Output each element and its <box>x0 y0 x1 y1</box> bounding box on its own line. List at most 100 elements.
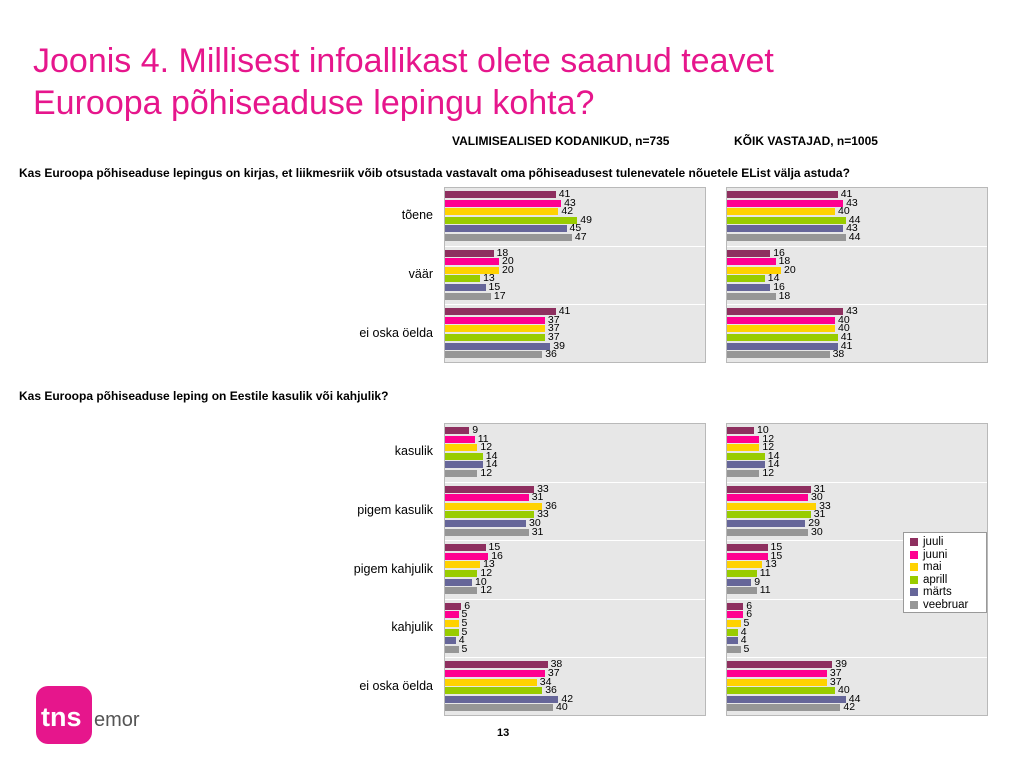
data-label: 12 <box>480 467 493 479</box>
data-label: 5 <box>461 617 468 629</box>
data-label: 41 <box>840 331 853 343</box>
bar-mai <box>445 502 543 510</box>
data-label: 44 <box>848 231 861 243</box>
legend-swatch <box>910 588 918 597</box>
data-label: 37 <box>829 667 842 679</box>
data-label: 49 <box>580 213 592 226</box>
bar-juuni <box>445 670 545 677</box>
data-label: 40 <box>838 322 850 335</box>
category-separator <box>445 245 705 247</box>
bar-aprill <box>727 687 835 695</box>
data-label: 5 <box>461 642 468 655</box>
category-separator <box>445 540 705 542</box>
data-label: 36 <box>545 684 557 697</box>
bar-märts <box>445 637 456 645</box>
data-label: 44 <box>848 692 861 705</box>
bar-märts <box>445 695 559 703</box>
bar-mai <box>445 678 537 686</box>
data-label: 42 <box>843 701 856 714</box>
data-label: 15 <box>770 541 783 554</box>
bar-juuli <box>727 308 844 316</box>
category-label: väär <box>408 266 433 281</box>
legend-item-mai: mai <box>910 561 986 574</box>
data-label: 31 <box>813 508 826 521</box>
data-label: 12 <box>762 441 775 454</box>
data-label: 39 <box>553 339 565 352</box>
bar-mai <box>727 561 763 569</box>
bar-juuli <box>445 249 494 257</box>
bar-aprill <box>445 687 543 695</box>
data-label: 42 <box>561 692 574 705</box>
bar-veebruar <box>445 292 491 300</box>
data-label: 16 <box>491 549 503 562</box>
bar-märts <box>727 225 844 233</box>
bar-mai <box>727 208 835 216</box>
category-label: pigem kahjulik <box>353 561 433 576</box>
data-label: 36 <box>545 499 557 512</box>
legend-item-veebruar: veebruar <box>910 599 986 612</box>
bar-aprill <box>727 570 757 577</box>
data-label: 40 <box>838 684 850 697</box>
data-label: 14 <box>767 272 780 285</box>
data-label: 37 <box>829 675 842 688</box>
bar-märts <box>727 342 838 350</box>
bar-veebruar <box>445 704 553 712</box>
bar-juuni <box>445 611 459 619</box>
bar-juuni <box>727 670 827 677</box>
bar-veebruar <box>445 645 459 653</box>
bar-mai <box>727 620 741 627</box>
data-label: 43 <box>846 222 858 235</box>
bar-juuli <box>727 191 838 198</box>
column-header-left: VALIMISEALISED KODANIKUD, n=735 <box>452 134 670 148</box>
data-label: 43 <box>846 196 858 209</box>
tns-emor-logo: tns emor <box>36 686 140 744</box>
category-separator <box>727 540 987 542</box>
bar-veebruar <box>445 470 478 477</box>
data-label: 43 <box>564 196 576 209</box>
data-label: 5 <box>461 608 468 621</box>
data-label: 14 <box>767 449 780 462</box>
data-label: 47 <box>574 231 587 243</box>
category-label: ei oska öelda <box>359 678 433 693</box>
data-label: 39 <box>835 658 847 671</box>
data-label: 4 <box>740 634 747 647</box>
data-label: 31 <box>813 482 826 495</box>
category-label: pigem kasulik <box>357 502 433 517</box>
bar-juuli <box>445 191 556 198</box>
data-label: 38 <box>550 658 563 671</box>
data-label: 11 <box>759 584 771 597</box>
column-header-right: KÕIK VASTAJAD, n=1005 <box>734 134 878 148</box>
data-label: 6 <box>746 599 753 612</box>
bar-märts <box>445 520 526 527</box>
category-separator <box>727 245 987 247</box>
category-separator <box>727 304 987 306</box>
legend-label: juuli <box>923 536 944 549</box>
data-label: 18 <box>778 289 791 302</box>
legend-swatch <box>910 563 918 572</box>
bar-märts <box>727 695 846 703</box>
bar-veebruar <box>727 292 776 300</box>
bar-juuli <box>727 602 744 610</box>
bar-veebruar <box>445 234 572 241</box>
data-label: 31 <box>531 491 544 504</box>
bar-mai <box>727 678 827 686</box>
question-2: Kas Euroopa põhiseaduse leping on Eestil… <box>19 389 389 403</box>
data-label: 37 <box>547 313 560 326</box>
bar-mai <box>727 325 835 333</box>
data-label: 11 <box>759 567 771 579</box>
bar-aprill <box>727 511 811 519</box>
bar-aprill <box>727 628 738 636</box>
data-label: 33 <box>537 508 549 521</box>
data-label: 15 <box>488 281 501 293</box>
data-label: 16 <box>773 281 785 293</box>
bar-aprill <box>445 216 578 224</box>
bar-mai <box>445 620 459 627</box>
legend-label: juuni <box>923 548 948 561</box>
legend-label: aprill <box>923 573 948 586</box>
bar-juuli <box>445 308 556 316</box>
data-label: 41 <box>840 188 853 200</box>
bar-veebruar <box>727 645 741 653</box>
bar-juuli <box>445 544 486 552</box>
bar-juuni <box>727 199 844 207</box>
data-label: 16 <box>773 246 785 259</box>
